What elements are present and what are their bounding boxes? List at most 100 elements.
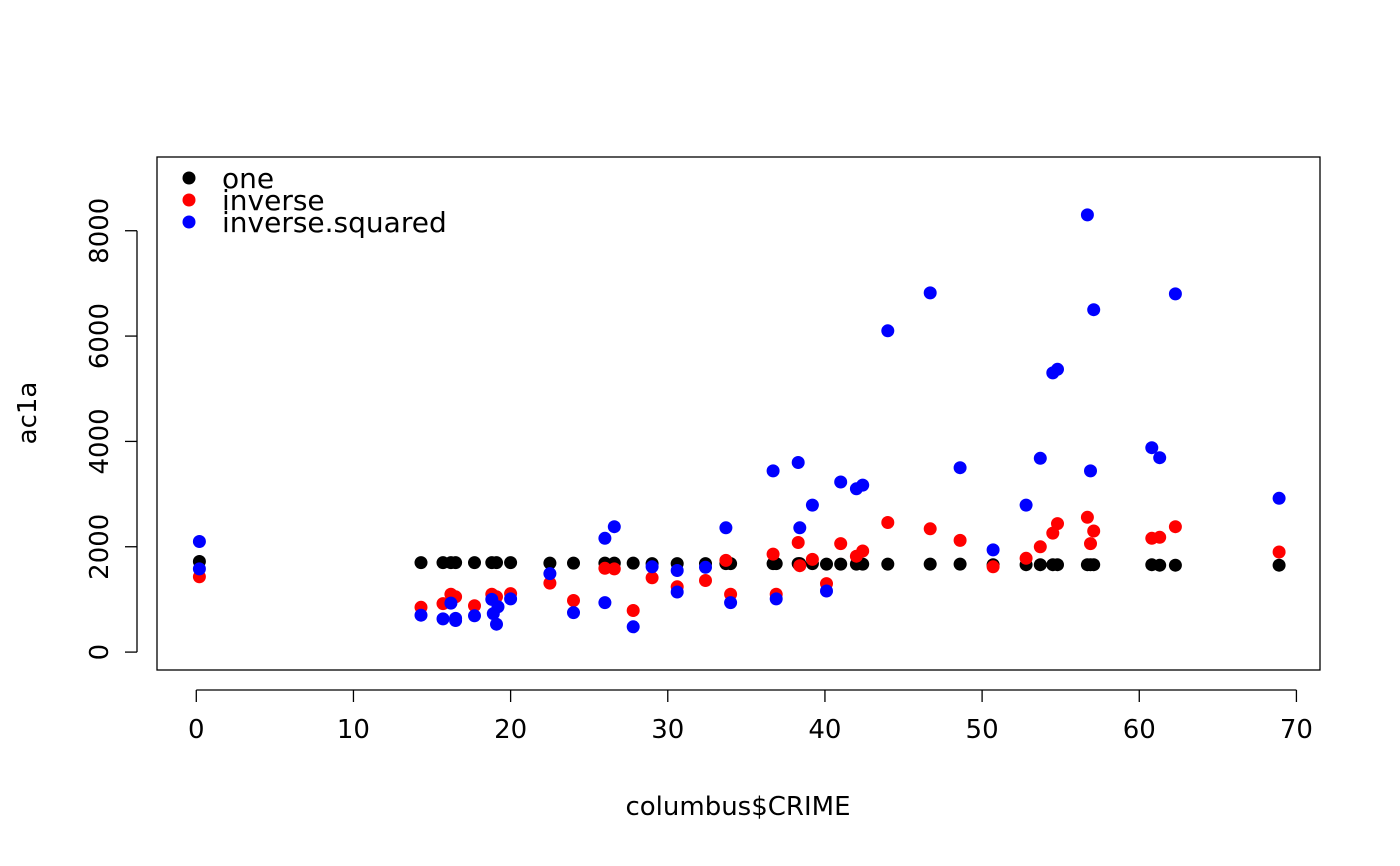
data-point: [414, 608, 428, 622]
data-point: [1153, 530, 1167, 544]
y-tick-label: 8000: [85, 198, 115, 264]
data-point: [1033, 451, 1047, 465]
data-point: [626, 620, 640, 634]
data-point: [1153, 451, 1167, 465]
data-point: [645, 560, 659, 574]
data-point: [805, 552, 819, 566]
data-point: [1168, 558, 1182, 572]
data-point: [791, 536, 805, 549]
data-point: [793, 521, 807, 535]
x-tick-label: 50: [966, 715, 999, 745]
data-point: [856, 478, 870, 492]
data-point: [670, 564, 684, 577]
data-point: [699, 560, 712, 574]
data-point: [923, 557, 937, 571]
data-point: [1084, 537, 1097, 551]
data-point: [986, 560, 1000, 574]
data-point: [436, 612, 450, 626]
x-tick-label: 30: [651, 715, 684, 745]
data-point: [1145, 441, 1159, 455]
x-tick-label: 0: [188, 715, 205, 745]
x-tick-label: 70: [1280, 715, 1313, 745]
legend-label: inverse: [222, 184, 325, 217]
data-point: [567, 594, 580, 607]
data-point: [766, 464, 780, 478]
data-point: [449, 614, 463, 627]
data-point: [1168, 520, 1182, 534]
data-point: [543, 567, 557, 581]
legend-marker: [182, 193, 196, 207]
y-tick-label: 6000: [85, 303, 115, 369]
data-point: [1168, 287, 1182, 301]
data-point: [567, 556, 580, 570]
data-point: [1019, 551, 1033, 565]
x-axis: 0 10 20 30 40 50 60 70: [188, 689, 1313, 745]
data-point: [766, 547, 780, 561]
plot-frame: [156, 156, 1321, 671]
points-layer: [192, 208, 1286, 634]
data-point: [1087, 303, 1101, 317]
data-point: [1033, 540, 1047, 554]
data-point: [1051, 517, 1064, 531]
data-point: [1033, 558, 1047, 572]
data-point: [834, 557, 848, 571]
data-point: [699, 574, 712, 587]
legend-label: one: [222, 162, 274, 195]
data-point: [414, 556, 428, 570]
data-point: [923, 522, 937, 536]
data-point: [1051, 362, 1064, 376]
data-point: [856, 544, 870, 558]
data-point: [1153, 558, 1167, 572]
data-point: [793, 559, 807, 573]
data-point: [1087, 558, 1101, 572]
data-point: [1272, 558, 1286, 572]
data-point: [567, 606, 580, 620]
data-point: [1019, 498, 1033, 512]
data-point: [670, 585, 684, 599]
data-point: [626, 556, 640, 570]
data-point: [881, 557, 895, 571]
data-point: [820, 584, 833, 598]
data-point: [449, 556, 463, 570]
data-point: [192, 535, 206, 548]
y-tick-label: 2000: [85, 514, 115, 580]
data-point: [834, 475, 848, 489]
data-point: [1080, 510, 1094, 524]
data-point: [881, 324, 895, 338]
data-point: [543, 576, 557, 590]
data-point: [1051, 558, 1064, 572]
data-point: [645, 571, 659, 585]
data-point: [468, 599, 481, 613]
data-point: [504, 592, 518, 606]
data-point: [192, 562, 206, 576]
y-axis-title: ac1a: [13, 382, 43, 445]
data-point: [1084, 464, 1097, 478]
data-point: [598, 596, 612, 610]
data-point: [834, 537, 848, 551]
data-point: [986, 543, 1000, 557]
x-tick-label: 40: [808, 715, 841, 745]
legend-label: inverse.squared: [222, 206, 447, 239]
data-point: [543, 556, 557, 570]
data-point: [805, 498, 819, 512]
data-point: [490, 556, 503, 570]
data-point: [881, 516, 895, 529]
data-point: [769, 592, 783, 606]
data-point: [468, 609, 481, 623]
data-point: [444, 596, 458, 610]
data-point: [923, 286, 937, 300]
data-point: [1272, 545, 1286, 559]
data-point: [1080, 208, 1094, 222]
data-point: [1272, 491, 1286, 505]
x-tick-label: 10: [337, 715, 370, 745]
data-point: [953, 533, 967, 547]
data-point: [607, 520, 621, 534]
data-point: [953, 557, 967, 571]
x-tick-label: 60: [1123, 715, 1156, 745]
legend-marker: [182, 215, 196, 229]
legend-marker: [182, 171, 196, 185]
data-point: [468, 556, 481, 570]
data-point: [719, 521, 733, 535]
